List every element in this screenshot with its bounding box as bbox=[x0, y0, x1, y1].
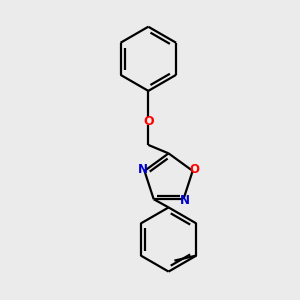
Text: N: N bbox=[180, 194, 190, 207]
Text: O: O bbox=[143, 115, 154, 128]
Text: N: N bbox=[138, 164, 148, 176]
Text: O: O bbox=[189, 164, 200, 176]
